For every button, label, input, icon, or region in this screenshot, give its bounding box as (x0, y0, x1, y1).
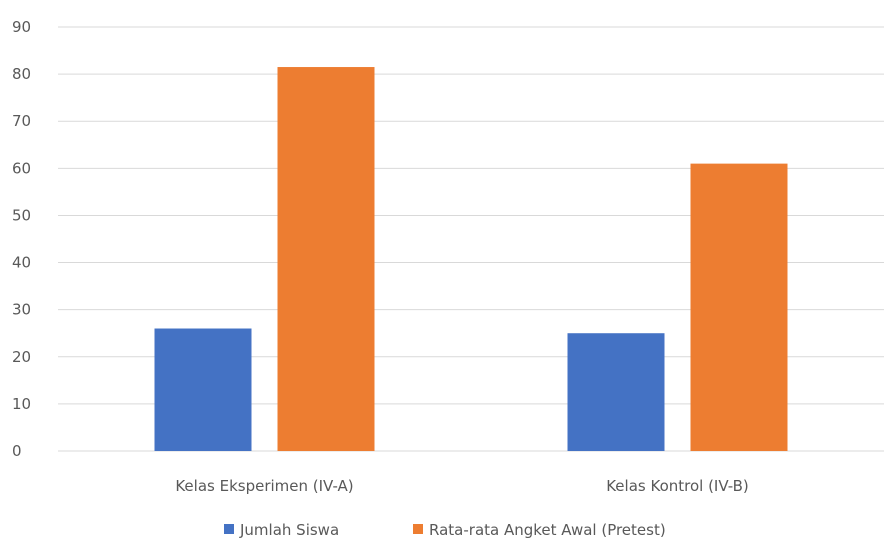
bar-series2-category1 (277, 67, 375, 452)
bar-series1-category1 (154, 328, 252, 451)
y-axis-tick-labels: 0 10 20 30 40 50 60 70 80 90 (12, 18, 31, 460)
y-tick-label-0: 0 (12, 442, 22, 460)
y-tick-label-50: 50 (12, 206, 31, 224)
y-tick-label-60: 60 (12, 159, 31, 177)
legend: Jumlah Siswa Rata-rata Angket Awal (Prete… (224, 521, 666, 539)
bar-series2-category2 (690, 163, 788, 451)
y-tick-label-80: 80 (12, 65, 31, 83)
x-category-label-1: Kelas Eksperimen (IV-A) (175, 477, 353, 495)
bars (154, 67, 788, 452)
y-tick-label-70: 70 (12, 112, 31, 130)
legend-swatch-1 (224, 524, 234, 534)
bar-series1-category2 (567, 333, 665, 451)
y-tick-label-10: 10 (12, 395, 31, 413)
y-tick-label-40: 40 (12, 254, 31, 272)
y-tick-label-20: 20 (12, 348, 31, 366)
x-category-label-2: Kelas Kontrol (IV-B) (606, 477, 749, 495)
y-tick-label-90: 90 (12, 18, 31, 36)
y-tick-label-30: 30 (12, 301, 31, 319)
legend-label-2: Rata-rata Angket Awal (Pretest) (429, 521, 666, 539)
legend-swatch-2 (413, 524, 423, 534)
legend-label-1: Jumlah Siswa (239, 521, 339, 539)
x-axis-category-labels: Kelas Eksperimen (IV-A) Kelas Kontrol (IV… (175, 477, 748, 495)
